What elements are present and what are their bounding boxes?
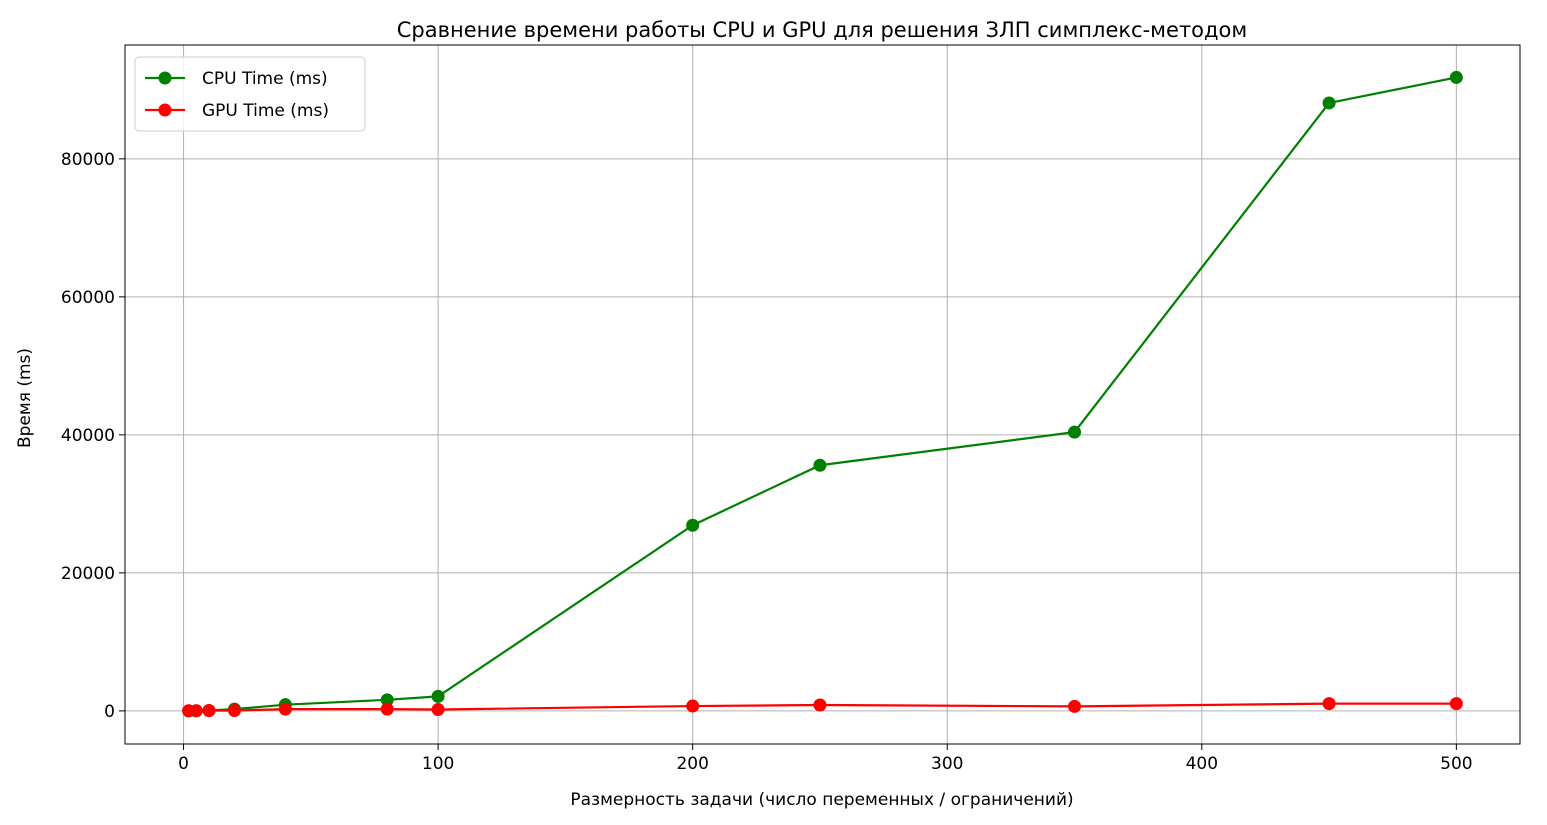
legend-marker-gpu [158,103,172,117]
data-point-gpu [1449,697,1463,711]
x-axis-label: Размерность задачи (число переменных / о… [570,790,1073,810]
legend-label-cpu: CPU Time (ms) [202,69,328,89]
data-point-gpu [813,698,827,712]
axis-ticks: 0 100 200 300 400 500 0 20000 40000 60000 80000 [61,150,1473,774]
data-point-gpu [431,702,445,716]
data-point-gpu [202,704,216,718]
data-point-gpu [686,699,700,713]
x-tick-label: 300 [931,754,963,774]
data-point-gpu [227,704,241,718]
plot-frame [124,44,1521,745]
chart-title: Сравнение времени работы CPU и GPU для р… [397,18,1247,42]
data-point-cpu [380,693,394,707]
x-tick-label: 500 [1440,754,1472,774]
x-tick-label: 100 [422,754,454,774]
data-point-gpu [1068,699,1082,713]
data-point-cpu [431,689,445,703]
y-tick-label: 20000 [61,564,115,584]
data-point-gpu [278,702,292,716]
legend-marker-cpu [158,71,172,85]
legend: CPU Time (ms) GPU Time (ms) [134,56,366,132]
data-point-gpu [380,702,394,716]
data-point-gpu [189,704,203,718]
x-tick-label: 400 [1186,754,1218,774]
data-point-cpu [686,518,700,532]
y-tick-label: 40000 [61,426,115,446]
data-point-gpu [1322,697,1336,711]
grid [125,45,1520,744]
legend-label-gpu: GPU Time (ms) [202,101,329,121]
legend-box [134,56,366,132]
x-tick-label: 200 [676,754,708,774]
data-point-cpu [813,458,827,472]
y-tick-label: 80000 [61,150,115,170]
x-tick-label: 0 [178,754,189,774]
series-line-cpu [188,76,1457,712]
data-point-cpu [1068,425,1082,439]
y-tick-label: 0 [104,702,115,722]
series-lines [182,70,1463,718]
data-point-cpu [1449,70,1463,84]
y-tick-label: 60000 [61,288,115,308]
data-point-cpu [1322,96,1336,110]
y-axis-label: Время (ms) [15,348,35,448]
